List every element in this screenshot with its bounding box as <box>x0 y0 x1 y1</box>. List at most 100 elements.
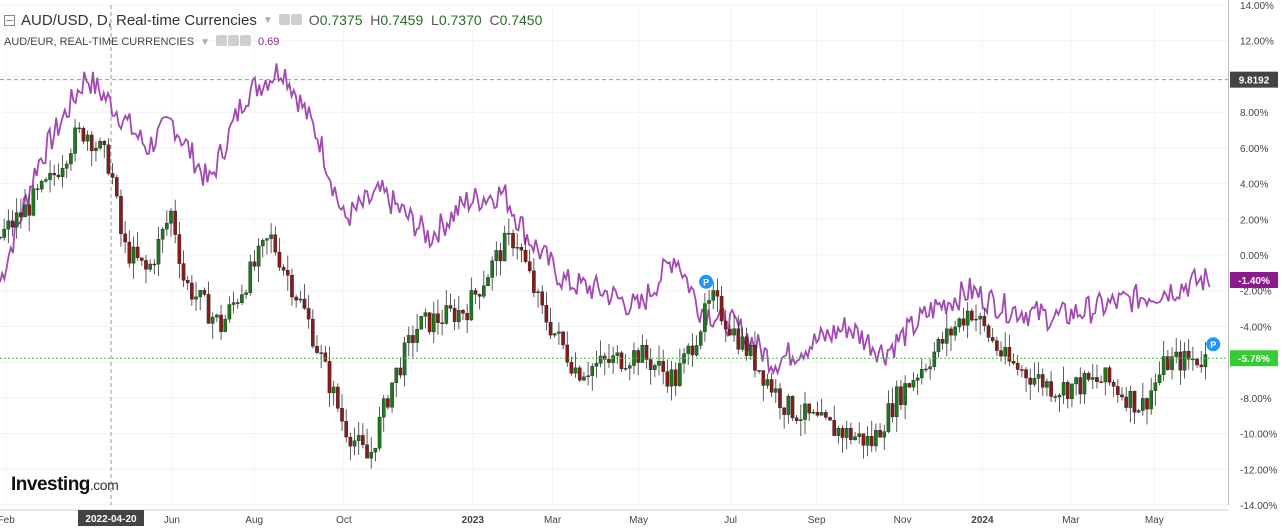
candle-body <box>1107 367 1112 383</box>
candle-body <box>281 267 286 271</box>
candle-body <box>1082 372 1087 395</box>
candle-body <box>607 359 611 363</box>
candle-body <box>707 300 711 304</box>
candle-body <box>127 241 132 264</box>
candle-body <box>198 290 203 298</box>
candle-body <box>156 239 161 265</box>
candle-body <box>536 291 540 293</box>
candle-body <box>732 328 736 336</box>
candle-body <box>260 239 265 247</box>
collapse-icon[interactable] <box>4 14 15 26</box>
candle-body <box>457 310 461 322</box>
candle-body <box>1074 377 1078 385</box>
candle-body <box>452 308 457 322</box>
candle-body <box>373 447 378 453</box>
candle-body <box>849 427 853 440</box>
candle-body <box>85 134 90 142</box>
candle-body <box>995 340 999 351</box>
candle-body <box>899 386 903 406</box>
compare-symbol[interactable]: AUD/EUR, REAL-TIME CURRENCIES <box>4 36 195 48</box>
x-tick-label: 2023 <box>462 515 485 526</box>
compare-controls[interactable] <box>215 35 252 49</box>
candle-body <box>690 345 695 356</box>
candle-body <box>81 128 86 142</box>
candle-body <box>857 433 862 437</box>
candle-body <box>444 305 449 324</box>
open-label: O <box>308 12 320 28</box>
candle-body <box>928 366 932 370</box>
candle-body <box>940 339 945 344</box>
x-tick-label: Sep <box>808 515 826 526</box>
candle-body <box>473 290 478 295</box>
candle-body <box>331 386 336 394</box>
candle-body <box>919 369 924 379</box>
candle-body <box>644 344 649 360</box>
crosshair-x-label: 2022-04-20 <box>85 514 137 525</box>
candle-body <box>1170 356 1174 370</box>
candle-body <box>778 388 782 409</box>
caret-down-icon[interactable]: ▼ <box>262 14 273 26</box>
candle-body <box>1003 347 1008 357</box>
ohlc-readout: O0.7375 H0.7459 L0.7370 C0.7450 <box>309 12 543 28</box>
candle-body <box>1161 356 1166 375</box>
candle-body <box>878 430 882 438</box>
x-tick-label: Jul <box>724 515 737 526</box>
y-tick-label: -2.00% <box>1240 287 1272 298</box>
candle-body <box>628 365 632 369</box>
candle-body <box>206 294 211 324</box>
candle-body <box>573 367 578 374</box>
candle-body <box>911 380 916 388</box>
candle-body <box>1199 364 1204 368</box>
candle-body <box>1195 358 1199 366</box>
candle-body <box>323 352 328 362</box>
symbol-title[interactable]: AUD/USD, D, Real-time Currencies <box>21 11 257 29</box>
eye-icon[interactable] <box>290 13 302 25</box>
candle-body <box>1057 394 1062 398</box>
candle-body <box>1116 386 1120 395</box>
candle-body <box>853 436 857 440</box>
candle-body <box>23 204 27 218</box>
candle-body <box>740 336 745 350</box>
candle-body <box>582 376 586 381</box>
candle-body <box>461 310 465 314</box>
candle-body <box>719 296 724 322</box>
candle-body <box>569 362 574 374</box>
candle-body <box>507 232 511 235</box>
candle-body <box>215 314 219 318</box>
compare-caret-icon[interactable]: ▼ <box>200 36 210 48</box>
candle-body <box>427 312 432 333</box>
settings-icon[interactable] <box>278 13 290 25</box>
candle-body <box>448 305 453 309</box>
series-line-aud-eur <box>0 63 1211 376</box>
candle-body <box>219 314 223 332</box>
candle-body <box>119 196 123 234</box>
candle-body <box>1099 381 1103 383</box>
candle-body <box>832 420 836 436</box>
candle-body <box>152 263 157 266</box>
candle-body <box>748 345 753 356</box>
candle-body <box>932 351 937 367</box>
compare-settings-icon[interactable] <box>215 35 227 46</box>
candle-body <box>89 134 94 152</box>
candle-body <box>240 294 244 303</box>
x-tick-label: Jun <box>164 515 180 526</box>
compare-close-icon[interactable] <box>239 35 251 46</box>
candle-body <box>548 322 553 336</box>
candle-body <box>406 335 411 343</box>
candle-body <box>52 173 57 176</box>
low-label: L <box>431 12 439 28</box>
candle-body <box>773 388 778 393</box>
candle-body <box>744 336 749 356</box>
candle-body <box>48 173 52 180</box>
series-controls[interactable] <box>278 12 303 29</box>
candle-body <box>398 367 403 376</box>
y-tick-label: -10.00% <box>1240 430 1277 441</box>
compare-eye-icon[interactable] <box>227 35 239 46</box>
candle-body <box>194 296 198 300</box>
candle-body <box>703 303 707 332</box>
candle-body <box>1141 398 1145 411</box>
candle-body <box>6 220 11 230</box>
candle-body <box>1186 350 1191 360</box>
x-tick-label: Mar <box>544 515 562 526</box>
